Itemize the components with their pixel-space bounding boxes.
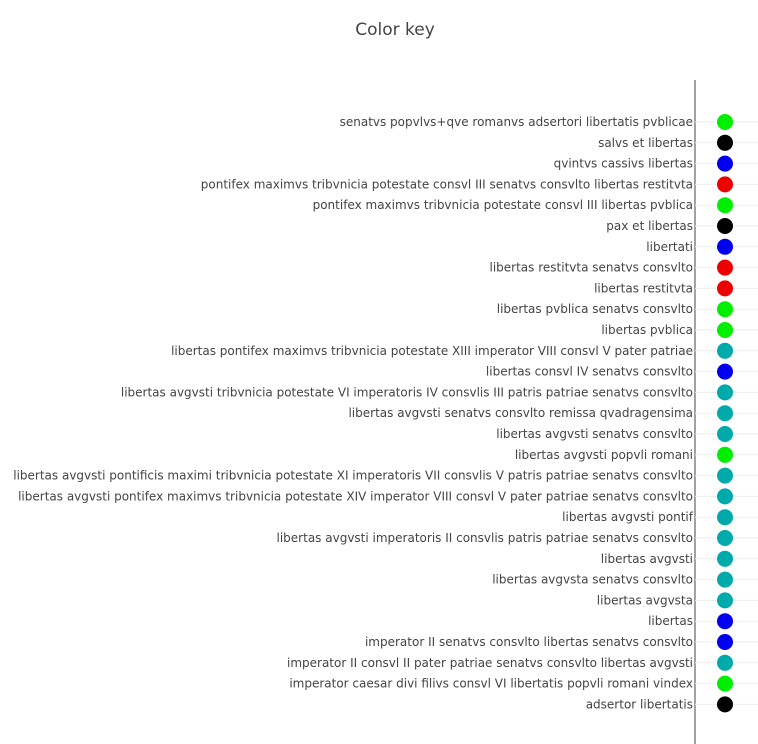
color-point[interactable] [717, 384, 733, 400]
color-point[interactable] [717, 405, 733, 421]
color-point[interactable] [717, 696, 733, 712]
y-tick-label: libertas restitvta senatvs consvlto [490, 261, 694, 275]
color-point[interactable] [717, 218, 733, 234]
y-tick-label: libertati [646, 240, 693, 254]
color-point[interactable] [717, 260, 733, 276]
y-tick-label: libertas avgvsti [601, 552, 693, 566]
color-point[interactable] [717, 655, 733, 671]
y-tick-label: libertas avgvsti tribvnicia potestate VI… [121, 385, 693, 399]
y-tick-label: libertas avgvsti pontif [562, 510, 694, 524]
y-tick-label: pontifex maximvs tribvnicia potestate co… [201, 177, 693, 191]
color-point[interactable] [717, 509, 733, 525]
y-tick-label: libertas avgvsta senatvs consvlto [492, 573, 693, 587]
y-tick-label: imperator II senatvs consvlto libertas s… [365, 635, 693, 649]
color-point[interactable] [717, 343, 733, 359]
y-tick-label: libertas avgvsti imperatoris II consvlis… [277, 531, 693, 545]
color-point[interactable] [717, 135, 733, 151]
color-point[interactable] [717, 530, 733, 546]
y-tick-label: libertas avgvsti senatvs consvlto [496, 427, 693, 441]
y-tick-label: libertas avgvsti senatvs consvlto remiss… [348, 406, 693, 420]
color-point[interactable] [717, 176, 733, 192]
color-point[interactable] [717, 280, 733, 296]
y-tick-label: libertas pontifex maximvs tribvnicia pot… [171, 344, 693, 358]
color-point[interactable] [717, 551, 733, 567]
color-point[interactable] [717, 114, 733, 130]
y-tick-label: imperator II consvl II pater patriae sen… [287, 656, 693, 670]
y-tick-label: imperator caesar divi filivs consvl VI l… [289, 677, 693, 691]
color-point[interactable] [717, 239, 733, 255]
y-tick-label: pax et libertas [606, 219, 693, 233]
y-tick-label: libertas avgvsta [597, 593, 693, 607]
color-point[interactable] [717, 426, 733, 442]
color-point[interactable] [717, 156, 733, 172]
rows-group: senatvs popvlvs+qve romanvs adsertori li… [13, 114, 758, 712]
y-tick-label: adsertor libertatis [586, 697, 693, 711]
color-point[interactable] [717, 572, 733, 588]
color-point[interactable] [717, 322, 733, 338]
y-tick-label: salvs et libertas [598, 136, 693, 150]
y-tick-label: libertas consvl IV senatvs consvlto [486, 365, 693, 379]
color-point[interactable] [717, 197, 733, 213]
y-tick-label: libertas pvblica [601, 323, 693, 337]
color-point[interactable] [717, 468, 733, 484]
y-tick-label: senatvs popvlvs+qve romanvs adsertori li… [340, 115, 693, 129]
y-tick-label: libertas pvblica senatvs consvlto [497, 302, 693, 316]
y-tick-label: libertas avgvsti popvli romani [515, 448, 693, 462]
y-tick-label: pontifex maximvs tribvnicia potestate co… [313, 198, 693, 212]
y-tick-label: libertas restitvta [594, 281, 693, 295]
color-point[interactable] [717, 488, 733, 504]
color-point[interactable] [717, 364, 733, 380]
y-tick-label: libertas [648, 614, 693, 628]
y-tick-label: libertas avgvsti pontifex maximvs tribvn… [18, 489, 693, 503]
y-tick-label: libertas avgvsti pontificis maximi tribv… [13, 469, 693, 483]
color-point[interactable] [717, 301, 733, 317]
color-point[interactable] [717, 613, 733, 629]
color-point[interactable] [717, 447, 733, 463]
color-point[interactable] [717, 592, 733, 608]
color-point[interactable] [717, 634, 733, 650]
color-point[interactable] [717, 676, 733, 692]
y-tick-label: qvintvs cassivs libertas [554, 157, 693, 171]
